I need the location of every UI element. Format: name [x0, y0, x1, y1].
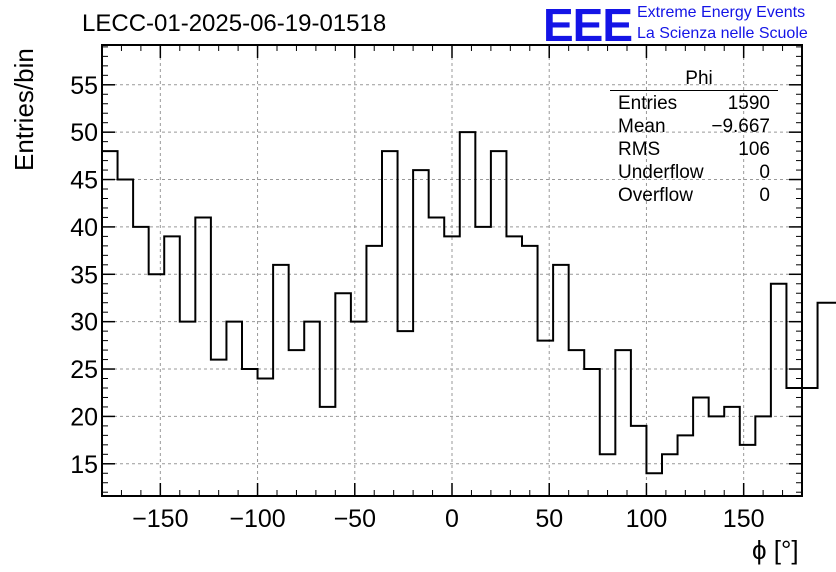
- x-tick-label: 150: [723, 505, 765, 533]
- stats-box: Phi Entries 1590 Mean −9.667 RMS 106 Und…: [610, 68, 778, 208]
- x-tick-label: −50: [334, 505, 376, 533]
- y-tick-label: 55: [70, 72, 98, 100]
- stats-label: Mean: [618, 116, 666, 137]
- histogram-bin: [366, 246, 382, 496]
- stats-row-underflow: Underflow 0: [610, 162, 778, 185]
- histogram-bin: [444, 236, 460, 496]
- y-tick-label: 25: [70, 356, 98, 384]
- x-tick-label: 0: [445, 505, 459, 533]
- logo-caption: Extreme Energy Events La Scienza nelle S…: [637, 2, 808, 44]
- histogram-bin: [242, 369, 258, 496]
- x-tick-label: 50: [535, 505, 563, 533]
- histogram-bin: [102, 151, 118, 496]
- histogram-bin: [118, 180, 134, 496]
- histogram-bin: [149, 274, 165, 496]
- histogram-bin: [195, 217, 211, 496]
- histogram-bin: [646, 473, 662, 496]
- histogram-bin: [398, 331, 414, 496]
- y-tick-label: 30: [70, 309, 98, 337]
- x-axis-label: ϕ [°]: [752, 535, 799, 565]
- histogram-bin: [460, 132, 476, 496]
- histogram-bin: [413, 170, 429, 496]
- stats-row-mean: Mean −9.667: [610, 116, 778, 139]
- histogram-bin: [258, 379, 274, 496]
- stats-value: 0: [759, 162, 770, 183]
- histogram-bin: [631, 426, 647, 496]
- histogram-bin: [693, 397, 709, 496]
- histogram-bin: [818, 303, 834, 496]
- histogram-bin: [662, 454, 678, 496]
- chart-title: LECC-01-2025-06-19-01518: [82, 10, 387, 37]
- histogram-bin: [211, 360, 227, 496]
- histogram-bin: [273, 265, 289, 496]
- histogram-bin: [538, 341, 554, 496]
- stats-label: Underflow: [618, 162, 704, 183]
- stats-row-overflow: Overflow 0: [610, 185, 778, 208]
- histogram-bin: [351, 322, 367, 496]
- histogram-bin: [584, 369, 600, 496]
- x-tick-label: 100: [626, 505, 668, 533]
- y-tick-label: 15: [70, 451, 98, 479]
- histogram-bin: [429, 217, 445, 496]
- stats-value: 0: [759, 185, 770, 206]
- y-tick-label: 20: [70, 403, 98, 431]
- histogram-bin: [569, 350, 585, 496]
- histogram-bin: [491, 151, 507, 496]
- histogram-bin: [226, 322, 242, 496]
- histogram-bin: [522, 246, 538, 496]
- y-tick-label: 35: [70, 261, 98, 289]
- stats-value: 1590: [727, 93, 770, 114]
- stats-row-rms: RMS 106: [610, 139, 778, 162]
- histogram-bin: [180, 322, 196, 496]
- histogram-bin: [475, 227, 491, 496]
- histogram-bin: [724, 407, 740, 496]
- x-tick-label: −100: [229, 505, 285, 533]
- histogram-bin: [304, 322, 320, 496]
- stats-box-divider: [610, 90, 778, 91]
- histogram-bin: [802, 388, 818, 496]
- eee-logo: EEE: [543, 0, 633, 51]
- histogram-line: [102, 131, 836, 475]
- histogram-bin: [600, 454, 616, 496]
- histogram-bin: [320, 407, 336, 496]
- stats-label: Entries: [618, 93, 678, 114]
- y-axis-label: Entries/bin: [9, 48, 39, 171]
- stats-label: RMS: [618, 139, 661, 160]
- histogram-bin: [755, 416, 771, 496]
- histogram-bin: [133, 227, 149, 496]
- histogram-bin: [771, 284, 787, 496]
- y-tick-label: 50: [70, 119, 98, 147]
- y-tick-label: 40: [70, 214, 98, 242]
- histogram-bin: [506, 236, 522, 496]
- histogram-bin: [678, 435, 694, 496]
- logo-caption-line1: Extreme Energy Events: [637, 4, 806, 21]
- histogram-bin: [740, 445, 756, 496]
- histogram-bin: [709, 416, 725, 496]
- x-tick-label: −150: [132, 505, 188, 533]
- histogram-bin: [615, 350, 631, 496]
- histogram-bin: [553, 265, 569, 496]
- stats-row-entries: Entries 1590: [610, 93, 778, 116]
- histogram-bin: [786, 388, 802, 496]
- stats-value: −9.667: [711, 116, 770, 137]
- logo-caption-line2: La Scienza nelle Scuole: [637, 25, 808, 42]
- stats-value: 106: [738, 139, 770, 160]
- stats-label: Overflow: [618, 185, 693, 206]
- histogram-bin: [289, 350, 305, 496]
- histogram-bin: [164, 236, 180, 496]
- histogram-bin: [382, 151, 398, 496]
- histogram-bin: [335, 293, 351, 496]
- stats-box-name: Phi: [685, 68, 713, 89]
- y-tick-label: 45: [70, 167, 98, 195]
